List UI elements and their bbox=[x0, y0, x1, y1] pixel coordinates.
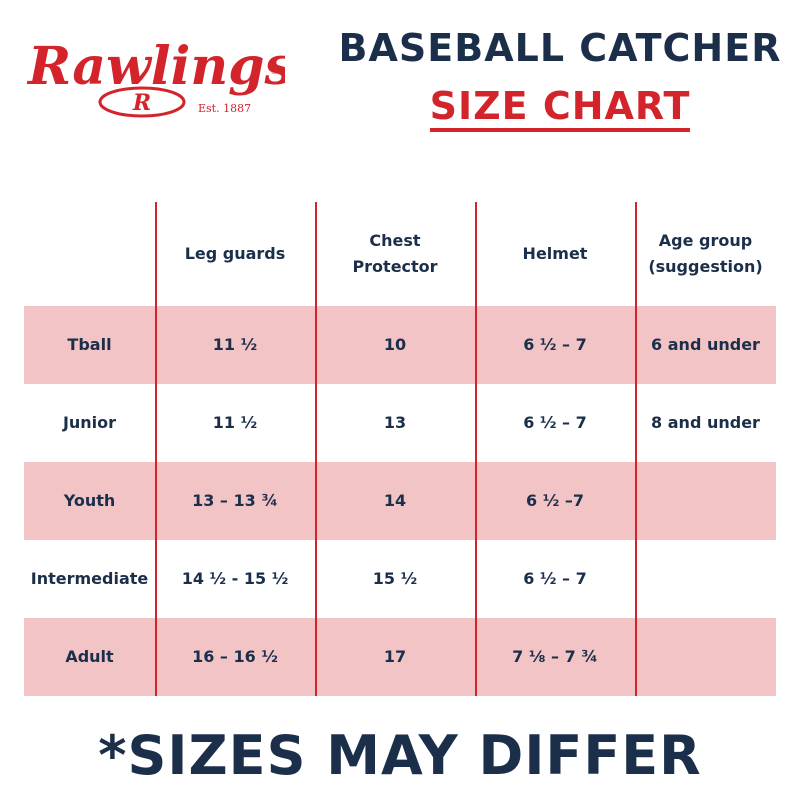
logo-brand-text: Rawlings bbox=[26, 36, 285, 97]
rawlings-logo-graphic: Rawlings R Est. 1887 ® bbox=[26, 36, 285, 118]
leg-guards-value: 11 ½ bbox=[212, 413, 258, 432]
helmet-value: 6 ½ –7 bbox=[526, 491, 584, 510]
helmet-value: 6 ½ – 7 bbox=[523, 335, 587, 354]
rawlings-logo: Rawlings R Est. 1887 ® bbox=[20, 18, 285, 128]
helmet-value: 6 ½ – 7 bbox=[523, 413, 587, 432]
row-label: Adult bbox=[65, 647, 114, 666]
row-label: Intermediate bbox=[30, 569, 149, 588]
table-header-row: Leg guards Chest Protector Helmet Age gr… bbox=[24, 202, 776, 306]
registered-mark-icon: ® bbox=[270, 67, 279, 77]
chest-protector-value: 15 ½ bbox=[372, 569, 418, 588]
header-cell-helmet: Helmet bbox=[522, 244, 588, 263]
logo-monogram: R bbox=[132, 90, 151, 116]
column-divider bbox=[635, 202, 637, 696]
row-label: Junior bbox=[62, 413, 117, 432]
page-title-line2-text: SIZE CHART bbox=[429, 84, 691, 132]
logo-oval bbox=[98, 86, 186, 118]
table-row: Tball 11 ½ 10 6 ½ – 7 6 and under bbox=[24, 306, 776, 384]
leg-guards-value: 13 – 13 ¾ bbox=[192, 491, 278, 510]
chest-protector-value: 10 bbox=[383, 335, 407, 354]
age-group-value bbox=[635, 540, 776, 618]
column-divider bbox=[155, 202, 157, 696]
header-cell-empty bbox=[24, 202, 155, 306]
age-group-value bbox=[635, 462, 776, 540]
logo-est-text: Est. 1887 bbox=[198, 102, 251, 115]
helmet-value: 6 ½ – 7 bbox=[523, 569, 587, 588]
column-divider bbox=[475, 202, 477, 696]
sizes-disclaimer: *SIZES MAY DIFFER bbox=[98, 724, 702, 787]
leg-guards-value: 14 ½ - 15 ½ bbox=[181, 569, 289, 588]
page-title-line1: BASEBALL CATCHER bbox=[338, 26, 782, 70]
chest-protector-value: 14 bbox=[383, 491, 407, 510]
helmet-value: 7 ⅛ – 7 ¾ bbox=[512, 647, 598, 666]
age-group-value: 8 and under bbox=[651, 413, 760, 432]
leg-guards-value: 11 ½ bbox=[212, 335, 258, 354]
row-label: Tball bbox=[67, 335, 112, 354]
table-row: Youth 13 – 13 ¾ 14 6 ½ –7 bbox=[24, 462, 776, 540]
row-label: Youth bbox=[63, 491, 116, 510]
header-cell-leg-guards: Leg guards bbox=[184, 244, 286, 263]
chest-protector-value: 17 bbox=[383, 647, 407, 666]
chest-protector-value: 13 bbox=[383, 413, 407, 432]
column-divider bbox=[315, 202, 317, 696]
header-cell-age-group: Age group (suggestion) bbox=[648, 231, 763, 276]
leg-guards-value: 16 – 16 ½ bbox=[192, 647, 278, 666]
size-chart-table: Leg guards Chest Protector Helmet Age gr… bbox=[24, 202, 776, 696]
table-row: Intermediate 14 ½ - 15 ½ 15 ½ 6 ½ – 7 bbox=[24, 540, 776, 618]
age-group-value bbox=[635, 618, 776, 696]
table-row: Adult 16 – 16 ½ 17 7 ⅛ – 7 ¾ bbox=[24, 618, 776, 696]
header-cell-chest-protector: Chest Protector bbox=[352, 231, 438, 276]
table-row: Junior 11 ½ 13 6 ½ – 7 8 and under bbox=[24, 384, 776, 462]
page-title-line2: SIZE CHART bbox=[320, 84, 800, 132]
age-group-value: 6 and under bbox=[651, 335, 760, 354]
